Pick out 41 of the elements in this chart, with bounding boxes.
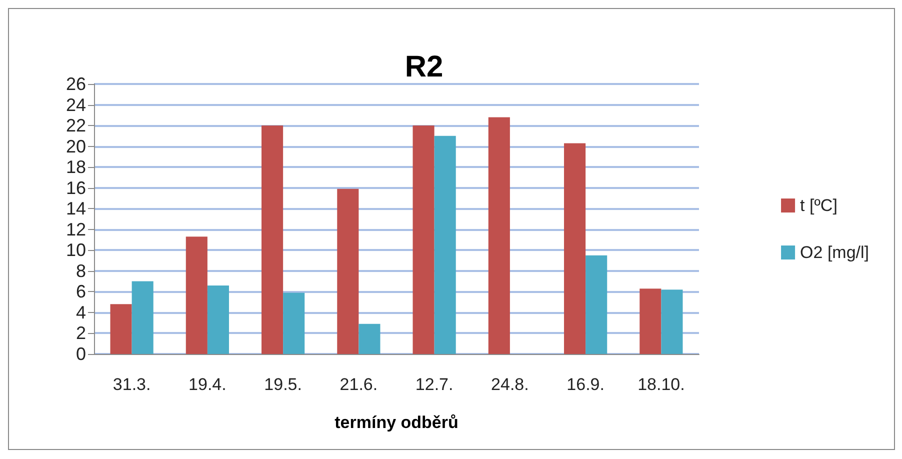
bar [564,143,586,354]
bar [434,136,456,354]
y-tick-label: 4 [76,302,86,322]
bar [186,236,208,354]
bar [488,117,510,354]
bar [110,304,132,354]
bar [283,292,305,354]
y-tick-label: 10 [66,240,86,260]
x-tick-label: 16.9. [566,375,604,394]
y-tick-label: 2 [76,323,86,344]
bar [640,288,662,354]
y-tick-label: 18 [66,157,86,178]
x-axis-title: termíny odběrů [334,413,458,432]
bar [337,188,359,354]
x-tick-label: 19.4. [188,375,226,394]
bar [358,324,380,354]
y-tick-label: 16 [66,178,86,198]
y-tick-label: 24 [66,94,86,115]
bar [132,281,154,354]
y-tick-label: 22 [66,116,86,136]
bar [661,290,683,354]
chart-title: R2 [404,50,444,84]
y-tick-label: 12 [66,219,86,240]
x-tick-label: 12.7. [415,375,454,394]
bar [412,126,434,354]
x-tick-label: 31.3. [112,375,151,394]
legend-label: O2 [mg/l] [800,243,870,262]
y-tick-label: 8 [76,260,86,281]
bar [586,255,608,354]
x-tick-label: 24.8. [491,375,529,394]
x-tick-label: 21.6. [340,375,378,394]
y-tick-label: 26 [66,74,86,94]
bar [262,126,284,354]
legend-label: t [ºC] [800,196,838,215]
x-tick-label: 19.5. [264,375,302,394]
bar [207,285,229,354]
y-tick-label: 0 [76,344,86,364]
y-tick-label: 20 [66,136,86,156]
x-tick-label: 18.10. [638,375,685,394]
y-tick-label: 14 [66,198,86,219]
y-tick-label: 6 [76,282,86,302]
